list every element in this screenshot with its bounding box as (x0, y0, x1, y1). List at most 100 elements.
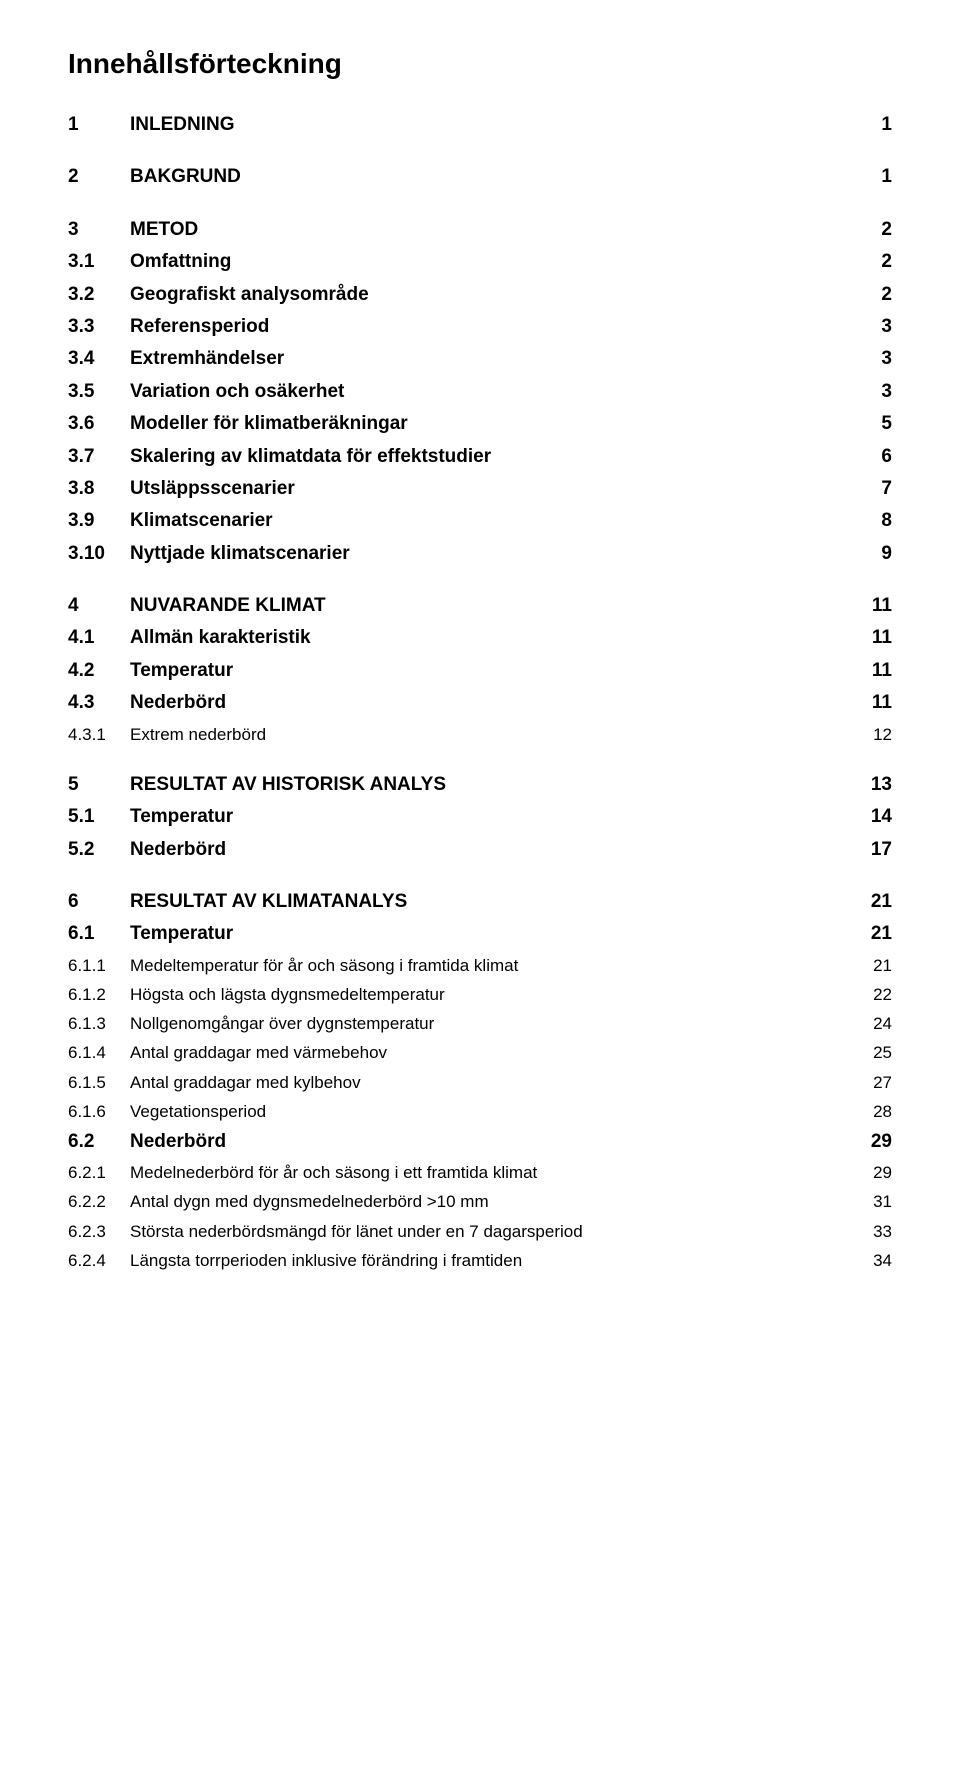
toc-entry-title: BAKGRUND (130, 162, 241, 192)
toc-entry: 3.1Omfattning 2 (68, 247, 892, 277)
toc-entry-number: 6.1.1 (68, 952, 130, 979)
toc-entry-page: 3 (876, 344, 892, 374)
document-title: Innehållsförteckning (68, 48, 892, 80)
toc-entry-title: Högsta och lägsta dygnsmedeltemperatur (130, 981, 445, 1008)
toc-entry-page: 11 (867, 591, 892, 621)
toc-entry: 4.3.1Extrem nederbörd 12 (68, 721, 892, 748)
toc-entry-title: Temperatur (130, 802, 233, 832)
toc-entry-page: 11 (867, 688, 892, 718)
toc-entry: 3.6Modeller för klimatberäkningar 5 (68, 409, 892, 439)
toc-entry-page: 21 (866, 919, 892, 949)
toc-entry-title: Nederbörd (130, 688, 226, 718)
toc-entry-number: 4.2 (68, 656, 130, 686)
toc-entry-page: 5 (876, 409, 892, 439)
toc-entry: 4.3Nederbörd 11 (68, 688, 892, 718)
toc-entry-number: 4 (68, 591, 130, 621)
toc-entry-number: 6.2.1 (68, 1159, 130, 1186)
toc-entry-page: 3 (876, 312, 892, 342)
toc-entry-title: Nyttjade klimatscenarier (130, 539, 350, 569)
toc-entry-number: 3.7 (68, 442, 130, 472)
toc-entry-page: 2 (876, 280, 892, 310)
toc-entry-page: 21 (866, 887, 892, 917)
toc-entry-title: Medelnederbörd för år och säsong i ett f… (130, 1159, 537, 1186)
toc-entry-number: 5.2 (68, 835, 130, 865)
toc-entry-page: 2 (876, 215, 892, 245)
toc-entry-title: METOD (130, 215, 198, 245)
toc-entry-page: 7 (876, 474, 892, 504)
toc-entry-page: 33 (868, 1218, 892, 1245)
toc-entry-title: Nollgenomgångar över dygnstemperatur (130, 1010, 434, 1037)
toc-entry-title: Nederbörd (130, 1127, 226, 1157)
toc-entry: 6.1.4Antal graddagar med värmebehov 25 (68, 1039, 892, 1066)
toc-entry: 3.7Skalering av klimatdata för effektstu… (68, 442, 892, 472)
toc-entry-number: 5.1 (68, 802, 130, 832)
toc-entry-number: 3.2 (68, 280, 130, 310)
toc-entry: 6.1.3Nollgenomgångar över dygnstemperatu… (68, 1010, 892, 1037)
toc-entry: 3.5Variation och osäkerhet 3 (68, 377, 892, 407)
toc-entry: 6.1Temperatur 21 (68, 919, 892, 949)
toc-entry: 6.1.1Medeltemperatur för år och säsong i… (68, 952, 892, 979)
toc-entry-title: Klimatscenarier (130, 506, 273, 536)
toc-entry-title: Temperatur (130, 656, 233, 686)
toc-entry: 1INLEDNING 1 (68, 110, 892, 140)
toc-entry-page: 8 (876, 506, 892, 536)
toc-entry-title: Omfattning (130, 247, 231, 277)
toc-entry-page: 25 (868, 1039, 892, 1066)
toc-entry-page: 22 (868, 981, 892, 1008)
toc-entry-number: 6.1.5 (68, 1069, 130, 1096)
toc-entry: 3.10Nyttjade klimatscenarier 9 (68, 539, 892, 569)
toc-entry-page: 6 (876, 442, 892, 472)
toc-entry-number: 6.1.2 (68, 981, 130, 1008)
toc-entry-title: Variation och osäkerhet (130, 377, 344, 407)
toc-entry-number: 3 (68, 215, 130, 245)
toc-entry-number: 3.6 (68, 409, 130, 439)
toc-entry-number: 2 (68, 162, 130, 192)
toc-entry-title: Längsta torrperioden inklusive förändrin… (130, 1247, 522, 1274)
toc-entry: 6RESULTAT AV KLIMATANALYS 21 (68, 887, 892, 917)
toc-entry-number: 6.1.4 (68, 1039, 130, 1066)
table-of-contents: 1INLEDNING 12BAKGRUND 13METOD 23.1Omfatt… (68, 110, 892, 1274)
toc-entry-title: INLEDNING (130, 110, 235, 140)
toc-entry: 6.2.2Antal dygn med dygnsmedelnederbörd … (68, 1188, 892, 1215)
toc-entry-title: RESULTAT AV KLIMATANALYS (130, 887, 407, 917)
toc-entry-number: 3.4 (68, 344, 130, 374)
toc-entry-page: 1 (876, 110, 892, 140)
toc-entry: 6.2.4Längsta torrperioden inklusive förä… (68, 1247, 892, 1274)
toc-entry-page: 21 (868, 952, 892, 979)
toc-entry: 5.1Temperatur 14 (68, 802, 892, 832)
toc-entry-number: 6.2.4 (68, 1247, 130, 1274)
toc-entry: 3METOD 2 (68, 215, 892, 245)
toc-entry-number: 4.3.1 (68, 721, 130, 748)
toc-entry-number: 3.10 (68, 539, 130, 569)
toc-entry: 6.1.6Vegetationsperiod 28 (68, 1098, 892, 1125)
toc-entry-page: 11 (867, 656, 892, 686)
toc-entry: 3.2Geografiskt analysområde 2 (68, 280, 892, 310)
toc-entry-page: 17 (866, 835, 892, 865)
toc-entry-number: 6.1.6 (68, 1098, 130, 1125)
toc-entry: 6.2Nederbörd 29 (68, 1127, 892, 1157)
toc-entry: 3.9Klimatscenarier 8 (68, 506, 892, 536)
toc-entry-page: 27 (868, 1069, 892, 1096)
toc-entry-page: 34 (868, 1247, 892, 1274)
toc-entry: 5.2Nederbörd 17 (68, 835, 892, 865)
toc-entry-number: 6.2.3 (68, 1218, 130, 1245)
toc-entry: 2BAKGRUND 1 (68, 162, 892, 192)
toc-entry-title: Modeller för klimatberäkningar (130, 409, 408, 439)
toc-entry-page: 3 (876, 377, 892, 407)
toc-entry-title: Extremhändelser (130, 344, 284, 374)
toc-entry-page: 1 (876, 162, 892, 192)
toc-entry-number: 4.3 (68, 688, 130, 718)
toc-entry-title: RESULTAT AV HISTORISK ANALYS (130, 770, 446, 800)
toc-entry-page: 29 (866, 1127, 892, 1157)
toc-entry-number: 6.1 (68, 919, 130, 949)
toc-entry-number: 3.8 (68, 474, 130, 504)
toc-entry-page: 2 (876, 247, 892, 277)
toc-entry-page: 29 (868, 1159, 892, 1186)
toc-entry: 5RESULTAT AV HISTORISK ANALYS 13 (68, 770, 892, 800)
toc-entry: 6.2.1Medelnederbörd för år och säsong i … (68, 1159, 892, 1186)
toc-entry-number: 3.9 (68, 506, 130, 536)
toc-entry-page: 31 (868, 1188, 892, 1215)
toc-entry-number: 6.2.2 (68, 1188, 130, 1215)
toc-entry-title: Vegetationsperiod (130, 1098, 266, 1125)
toc-entry-page: 11 (867, 623, 892, 653)
